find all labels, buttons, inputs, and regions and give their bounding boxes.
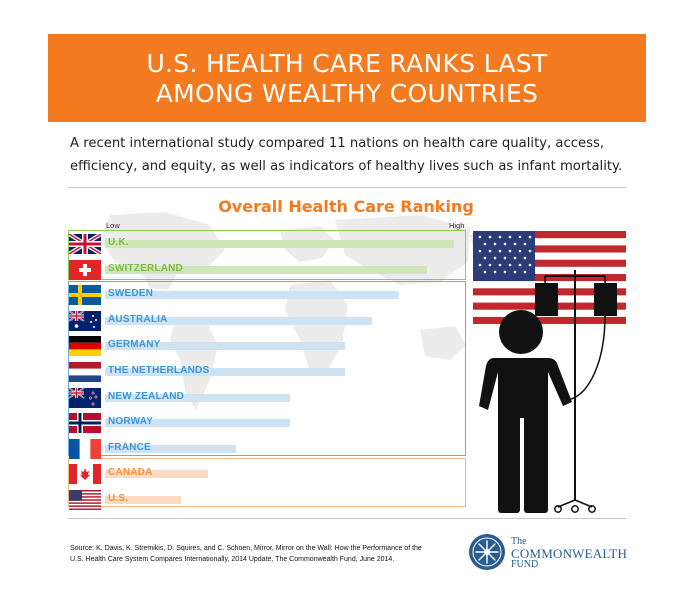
- middle-group-box: [68, 281, 466, 456]
- intro-text-line-2: efficiency, and equity, as well as indic…: [70, 159, 623, 174]
- australia-flag-icon: [69, 310, 101, 331]
- chart-row: NORWAY: [69, 410, 465, 434]
- chart-row: THE NETHERLANDS: [69, 359, 465, 382]
- chart-row: CANADA: [69, 461, 465, 485]
- intro-text-line-1: A recent international study compared 11…: [70, 136, 605, 151]
- new-zealand-flag-icon: [69, 387, 101, 408]
- chart-row: FRANCE: [69, 436, 465, 459]
- source-citation-line-1: Source: K. Davis, K. Stremikis, D. Squir…: [70, 545, 422, 552]
- axis-high-label: High: [449, 221, 465, 230]
- ranking-bar: [105, 496, 181, 504]
- chart-row: SWITZERLAND: [69, 257, 465, 280]
- ranking-bar: [105, 342, 345, 351]
- chart-row: GERMANY: [69, 333, 465, 357]
- country-label: THE NETHERLANDS: [108, 365, 210, 376]
- country-label: U.S.: [108, 493, 129, 504]
- germany-flag-icon: [69, 336, 101, 357]
- chart-title: Overall Health Care Ranking: [218, 197, 474, 216]
- country-label: CANADA: [108, 467, 153, 479]
- ranking-bar: [105, 291, 400, 300]
- norway-flag-icon: [69, 413, 101, 434]
- header-banner: U.S. HEALTH CARE RANKS LAST AMONG WEALTH…: [48, 34, 646, 122]
- chart-row: NEW ZEALAND: [69, 385, 465, 408]
- chart-row: U.K.: [69, 231, 465, 254]
- ranking-bar: [105, 444, 236, 453]
- country-label: AUSTRALIA: [108, 313, 168, 325]
- chart-row: AUSTRALIA: [69, 308, 465, 331]
- logo-text-fund: FUND: [511, 559, 539, 570]
- source-citation-line-2: U.S. Health Care System Compares Interna…: [70, 556, 395, 563]
- logo-text-commonwealth: COMMONWEALTH: [511, 546, 628, 561]
- bottom-group-box: [68, 458, 466, 507]
- top-divider: [68, 187, 626, 188]
- logo-text-the: The: [511, 536, 527, 547]
- switzerland-flag-icon: [69, 259, 101, 280]
- ranking-bar: [105, 316, 373, 325]
- top-group-box: [68, 230, 466, 280]
- ranking-bar: [105, 419, 291, 428]
- bottom-divider: [68, 518, 626, 519]
- sweden-flag-icon: [69, 285, 101, 306]
- us-flag-icon: [69, 490, 101, 510]
- netherlands-flag-icon: [69, 362, 101, 382]
- france-flag-icon: [69, 438, 101, 459]
- iv-stand-illustration: [535, 270, 617, 513]
- ranking-bar: [105, 393, 291, 402]
- country-label: FRANCE: [108, 441, 151, 453]
- ranking-bar: [105, 368, 345, 376]
- chart-row: SWEDEN: [69, 282, 465, 306]
- ranking-bar: [105, 240, 454, 248]
- country-label: U.K.: [108, 237, 129, 248]
- country-label: NORWAY: [108, 416, 154, 428]
- chart-row: U.S.: [69, 487, 465, 510]
- country-label: GERMANY: [108, 339, 161, 351]
- country-label: SWEDEN: [108, 288, 154, 300]
- country-label: SWITZERLAND: [108, 262, 183, 274]
- ranking-bar: [105, 470, 209, 479]
- canada-flag-icon: [69, 464, 101, 485]
- patient-figure: [479, 310, 572, 513]
- country-label: NEW ZEALAND: [108, 390, 185, 402]
- commonwealth-fund-seal-icon: [469, 534, 505, 570]
- axis-low-label: Low: [106, 221, 120, 230]
- page-title-line-1: U.S. HEALTH CARE RANKS LAST: [146, 49, 548, 78]
- uk-flag-icon: [69, 234, 101, 254]
- ranking-bar: [105, 265, 427, 274]
- page-title-line-2: AMONG WEALTHY COUNTRIES: [155, 79, 539, 108]
